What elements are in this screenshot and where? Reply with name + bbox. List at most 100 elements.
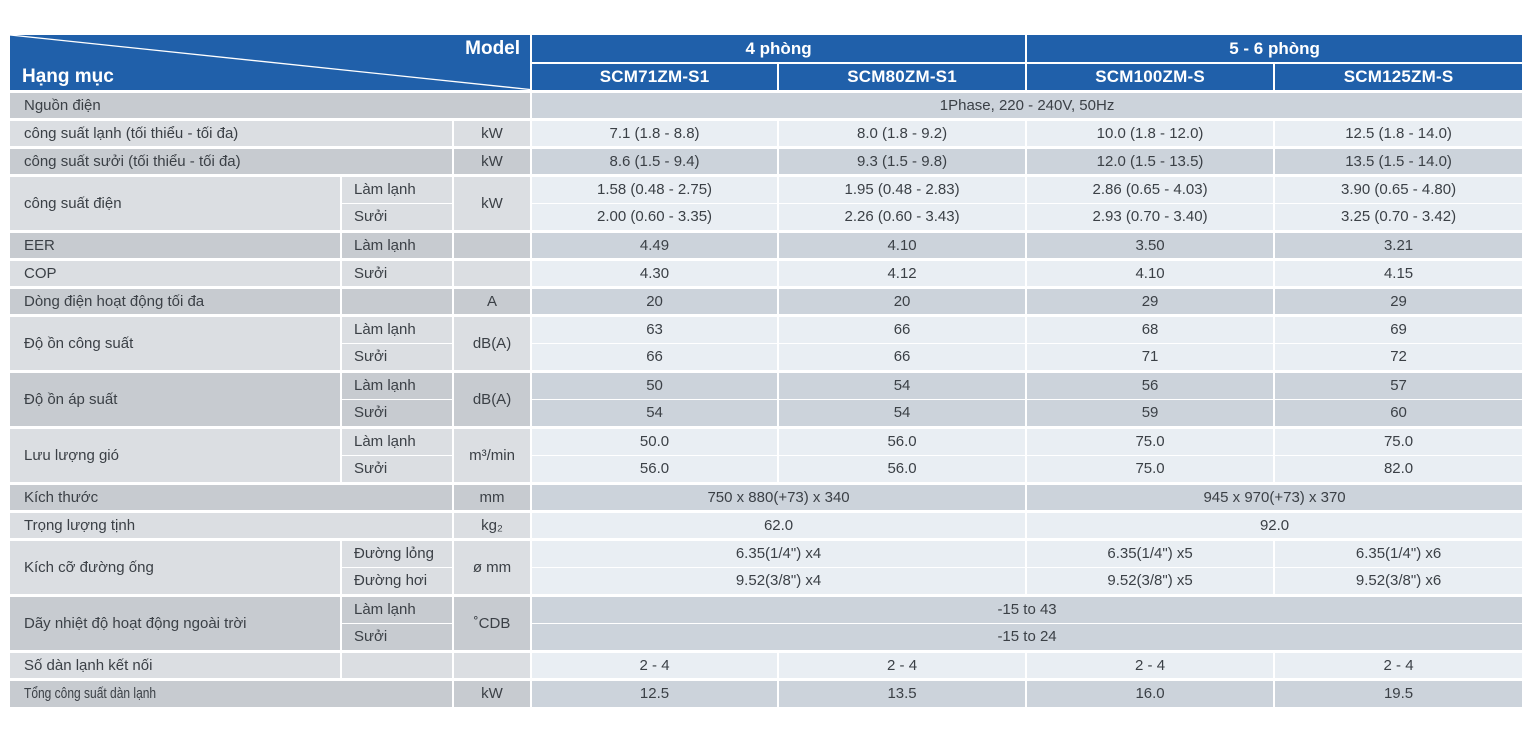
sub-label: Đường lỏng <box>340 537 454 568</box>
value-cell: 4.30 <box>530 257 780 288</box>
value-cell: 2.86 (0.65 - 4.03) <box>1025 173 1276 204</box>
value-cell: 75.0 <box>1273 425 1525 456</box>
sub-label: Sưởi <box>340 342 454 372</box>
unit-cell: kW <box>451 677 533 708</box>
value-cell: 66 <box>777 342 1028 372</box>
value-cell: 19.5 <box>1273 677 1525 708</box>
value-cell: 69 <box>1273 313 1525 344</box>
value-cell: -15 to 24 <box>530 622 1525 652</box>
value-cell: 60 <box>1273 398 1525 428</box>
sub-label: Sưởi <box>340 454 454 484</box>
value-cell: 63 <box>530 313 780 344</box>
table-row: công suất lạnh (tối thiểu - tối đa) kW 7.1… <box>8 117 1525 148</box>
value-cell: 2.93 (0.70 - 3.40) <box>1025 202 1276 232</box>
value-cell: 1Phase, 220 - 240V, 50Hz <box>530 89 1525 120</box>
table-row: Sưởi 66 66 71 72 <box>9 342 1525 372</box>
row-label: Tổng công suất dàn lạnh <box>8 677 454 708</box>
table-row: Lưu lượng gió Làm lạnh m³/min 50.0 56.0 75.0 7… <box>8 425 1525 484</box>
value-cell: 2.00 (0.60 - 3.35) <box>530 202 780 232</box>
value-cell: 12.0 (1.5 - 13.5) <box>1025 145 1276 176</box>
value-cell: 71 <box>1025 342 1276 372</box>
row-label: Độ ồn áp suất <box>8 369 342 428</box>
model-header: SCM80ZM-S1 <box>777 62 1028 92</box>
table-row: Kích cỡ đường ống Đường lỏng ø mm 6.35(1/4"… <box>8 537 1525 596</box>
value-cell: 9.52(3/8") x5 <box>1025 566 1276 596</box>
value-cell: 4.15 <box>1273 257 1525 288</box>
sub-label: Sưởi <box>340 398 454 428</box>
value-cell: 2 - 4 <box>1025 649 1276 680</box>
value-cell: 57 <box>1273 369 1525 400</box>
table-row: Trọng lượng tịnh kg₂ 62.0 92.0 <box>8 509 1525 540</box>
unit-cell: ø mm <box>451 537 533 596</box>
spec-table-header: Model Hạng mục 4 phòng 5 - 6 phòng SCM71ZM-S… <box>7 33 1525 92</box>
table-row: Sưởi -15 to 24 <box>9 622 1525 652</box>
value-cell: 62.0 <box>530 509 1028 540</box>
row-label: Độ ồn công suất <box>8 313 342 372</box>
value-cell: 13.5 (1.5 - 14.0) <box>1273 145 1525 176</box>
value-cell: 945 x 970(+73) x 370 <box>1025 481 1525 512</box>
row-label: Dòng điện hoạt động tối đa <box>8 285 342 316</box>
row-label-text: Dãy nhiệt độ hoạt động ngoài trời <box>24 614 247 632</box>
value-cell: 2 - 4 <box>530 649 780 680</box>
value-cell: 4.12 <box>777 257 1028 288</box>
value-cell: 6.35(1/4") x5 <box>1025 537 1276 568</box>
sub-label: Làm lạnh <box>340 593 454 624</box>
row-label-text: công suất điện <box>24 194 122 212</box>
room-group-header: 4 phòng <box>530 33 1028 64</box>
table-row: Độ ồn áp suất Làm lạnh dB(A) 50 54 56 57 <box>8 369 1525 428</box>
row-label-text: công suất sưởi (tối thiểu - tối đa) <box>24 152 241 170</box>
value-cell: 2 - 4 <box>1273 649 1525 680</box>
row-label: Nguồn điện <box>7 89 533 120</box>
table-row: Sưởi 56.0 56.0 75.0 82.0 <box>9 454 1525 484</box>
sub-label: Sưởi <box>340 202 454 232</box>
value-cell: 1.58 (0.48 - 2.75) <box>530 173 780 204</box>
row-label-text: Độ ồn công suất <box>24 334 134 352</box>
value-cell: 20 <box>777 285 1028 316</box>
row-label: Số dàn lạnh kết nối <box>8 649 342 680</box>
model-header: SCM71ZM-S1 <box>530 62 780 92</box>
table-row: Sưởi 54 54 59 60 <box>9 398 1525 428</box>
row-label: EER <box>8 229 342 260</box>
unit-cell <box>451 649 533 680</box>
sub-label <box>340 649 454 680</box>
value-cell: 2.26 (0.60 - 3.43) <box>777 202 1028 232</box>
unit-cell: kW <box>451 117 533 148</box>
value-cell: 6.35(1/4") x6 <box>1273 537 1525 568</box>
spec-table-body: Nguồn điện 1Phase, 220 - 240V, 50Hz công s… <box>7 89 1525 708</box>
value-cell: 4.10 <box>777 229 1028 260</box>
model-header: SCM100ZM-S <box>1025 62 1276 92</box>
row-label-text: công suất lạnh (tối thiểu - tối đa) <box>24 124 239 142</box>
unit-cell <box>451 257 533 288</box>
table-row: Dãy nhiệt độ hoạt động ngoài trời Làm lạn… <box>8 593 1525 652</box>
value-cell: 54 <box>530 398 780 428</box>
sub-label: Làm lạnh <box>340 173 454 204</box>
model-header: SCM125ZM-S <box>1273 62 1525 92</box>
value-cell: 29 <box>1025 285 1276 316</box>
sub-label: Đường hơi <box>340 566 454 596</box>
value-cell: 1.95 (0.48 - 2.83) <box>777 173 1028 204</box>
sub-label <box>340 285 454 316</box>
row-label: Lưu lượng gió <box>8 425 342 484</box>
unit-cell: dB(A) <box>451 369 533 428</box>
row-label-text: Tổng công suất dàn lạnh <box>24 685 157 702</box>
value-cell: 8.6 (1.5 - 9.4) <box>530 145 780 176</box>
unit-cell: kg₂ <box>451 509 533 540</box>
value-cell: 92.0 <box>1025 509 1525 540</box>
unit-cell: dB(A) <box>451 313 533 372</box>
unit-cell: m³/min <box>451 425 533 484</box>
corner-model-label: Model <box>465 38 521 59</box>
table-row: COP Sưởi 4.30 4.12 4.10 4.15 <box>8 257 1525 288</box>
room-group-header: 5 - 6 phòng <box>1025 33 1525 64</box>
value-cell: 56 <box>1025 369 1276 400</box>
value-cell: 4.10 <box>1025 257 1276 288</box>
row-label-text: Kích cỡ đường ống <box>24 558 154 576</box>
sub-label: Làm lạnh <box>340 425 454 456</box>
value-cell: 16.0 <box>1025 677 1276 708</box>
value-cell: 9.52(3/8") x6 <box>1273 566 1525 596</box>
row-label-text: EER <box>24 236 55 254</box>
row-label: công suất điện <box>8 173 342 232</box>
unit-cell <box>451 229 533 260</box>
row-label-text: Số dàn lạnh kết nối <box>24 656 153 674</box>
corner-category-label: Hạng mục <box>22 65 114 87</box>
